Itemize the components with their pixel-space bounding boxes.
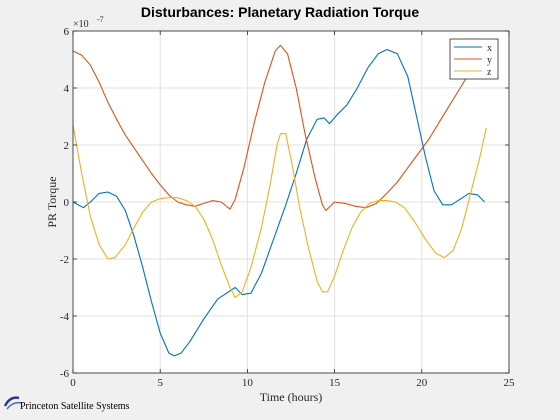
y-tick-label: 0 (64, 197, 70, 209)
series-line-x (72, 48, 485, 357)
y-tick-label: 4 (64, 83, 70, 95)
x-tick-label: 15 (329, 377, 341, 389)
legend-label-z: z (487, 67, 492, 78)
y-exponent-label: ×10 (73, 19, 89, 30)
y-tick-label: -2 (60, 254, 69, 266)
chart-title: Disturbances: Planetary Radiation Torque (140, 4, 420, 20)
y-tick-label: -6 (60, 368, 70, 380)
x-tick-label: 20 (416, 377, 428, 389)
legend-label-y: y (487, 55, 492, 66)
x-tick-label: 10 (242, 377, 254, 389)
x-tick-label: 25 (504, 377, 516, 389)
x-tick-label: 5 (157, 377, 163, 389)
y-tick-label: 6 (64, 26, 70, 38)
y-exponent-power: -7 (97, 15, 104, 24)
y-tick-label: -4 (60, 311, 70, 323)
princeton-logo-icon (4, 396, 23, 410)
y-axis-label: PR Torque (45, 176, 59, 227)
footer-company-name: Princeton Satellite Systems (20, 401, 130, 412)
legend-label-x: x (487, 43, 492, 54)
y-tick-label: 2 (64, 140, 70, 152)
x-tick-label: 0 (70, 377, 76, 389)
x-axis-label: Time (hours) (260, 390, 323, 404)
series-line-y (72, 44, 473, 212)
series-line-z (72, 125, 487, 299)
